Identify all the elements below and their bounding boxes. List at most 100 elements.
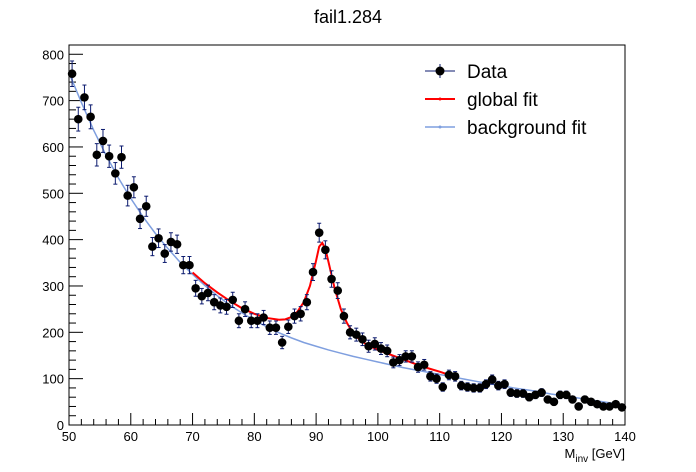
- data-point: [617, 403, 627, 412]
- legend-entry-global-fit: global fit: [425, 90, 538, 111]
- x-tick-label: 120: [491, 429, 513, 444]
- data-point: [123, 184, 132, 207]
- data-marker: [228, 295, 238, 305]
- data-marker: [574, 402, 583, 411]
- data-marker: [314, 228, 324, 237]
- y-tick-label: 500: [42, 186, 64, 201]
- data-point: [314, 222, 324, 243]
- data-marker: [562, 390, 571, 400]
- data-point: [265, 320, 275, 335]
- data-point: [339, 308, 349, 324]
- data-point: [172, 234, 182, 254]
- data-marker: [111, 169, 120, 178]
- data-marker: [265, 323, 275, 332]
- data-marker: [154, 233, 163, 243]
- data-marker: [351, 330, 361, 339]
- data-marker: [86, 112, 95, 122]
- data-point: [537, 388, 546, 397]
- data-marker: [339, 311, 349, 321]
- data-marker: [518, 389, 528, 398]
- legend-global-fit-marker: [438, 97, 442, 101]
- x-tick-label: 90: [309, 429, 323, 444]
- data-marker: [617, 403, 627, 412]
- data-marker: [222, 302, 231, 312]
- data-point: [240, 301, 250, 317]
- data-marker: [358, 334, 367, 344]
- data-point: [555, 390, 565, 400]
- data-marker: [568, 395, 577, 404]
- x-axis: 50 60 70 80 90 100 110 120 130 140: [62, 413, 636, 444]
- data-point: [154, 228, 163, 249]
- data-marker: [438, 382, 448, 392]
- y-tick-label: 0: [57, 418, 64, 433]
- data-marker: [277, 338, 287, 347]
- data-point: [178, 256, 188, 275]
- y-tick-label: 600: [42, 140, 64, 155]
- data-point: [160, 244, 170, 263]
- y-tick-label: 400: [42, 233, 64, 248]
- data-marker: [419, 360, 429, 370]
- legend-box: [418, 48, 622, 144]
- data-marker: [234, 316, 244, 326]
- data-marker: [284, 322, 293, 332]
- data-point: [518, 389, 528, 398]
- global-fit-layer: [191, 241, 453, 377]
- data-marker: [160, 249, 170, 258]
- data-marker: [469, 383, 478, 393]
- data-point: [432, 373, 441, 384]
- data-point: [574, 402, 583, 411]
- data-marker: [481, 379, 491, 389]
- data-point: [395, 354, 404, 367]
- data-point: [117, 145, 126, 169]
- legend-label-global-fit: global fit: [467, 90, 538, 111]
- data-marker: [240, 304, 250, 314]
- y-tick-label: 100: [42, 372, 64, 387]
- data-point: [481, 379, 491, 390]
- data-point: [80, 84, 89, 111]
- data-point: [86, 104, 95, 130]
- data-marker: [432, 374, 441, 383]
- data-point: [438, 382, 448, 392]
- data-marker: [500, 379, 509, 389]
- x-axis-label-main: M: [565, 446, 576, 461]
- y-tick-label: 700: [42, 94, 64, 109]
- data-marker: [80, 93, 89, 102]
- legend-label-data: Data: [467, 62, 508, 83]
- data-marker: [296, 309, 305, 319]
- data-point: [475, 383, 485, 393]
- data-points-layer: [67, 60, 627, 412]
- data-point: [370, 337, 380, 351]
- chart-title: fail1.284: [314, 7, 382, 27]
- data-point: [234, 313, 244, 329]
- y-axis: 0 100 200 300 400 500 600 700 800: [42, 44, 83, 433]
- x-axis-label: Minv [GeV]: [565, 446, 626, 465]
- legend-data-marker: [435, 66, 445, 76]
- data-point: [228, 291, 238, 308]
- data-point: [67, 60, 77, 87]
- data-point: [98, 128, 108, 153]
- data-marker: [512, 389, 522, 398]
- data-point: [401, 350, 410, 363]
- data-point: [135, 208, 145, 230]
- data-point: [259, 309, 268, 326]
- data-point: [185, 256, 194, 275]
- data-point: [104, 144, 114, 168]
- data-point: [148, 236, 157, 257]
- x-tick-label: 110: [429, 429, 450, 444]
- data-point: [92, 143, 102, 167]
- x-tick-label: 50: [62, 429, 76, 444]
- data-point: [284, 319, 293, 335]
- data-marker: [308, 267, 318, 277]
- data-point: [271, 320, 281, 335]
- data-marker: [259, 313, 268, 322]
- data-point: [222, 298, 231, 315]
- data-marker: [185, 260, 194, 270]
- data-marker: [92, 150, 102, 160]
- data-point: [327, 270, 336, 288]
- data-point: [351, 327, 361, 342]
- data-marker: [407, 352, 417, 361]
- x-tick-label: 80: [247, 429, 261, 444]
- data-marker: [141, 201, 151, 211]
- data-point: [73, 106, 83, 132]
